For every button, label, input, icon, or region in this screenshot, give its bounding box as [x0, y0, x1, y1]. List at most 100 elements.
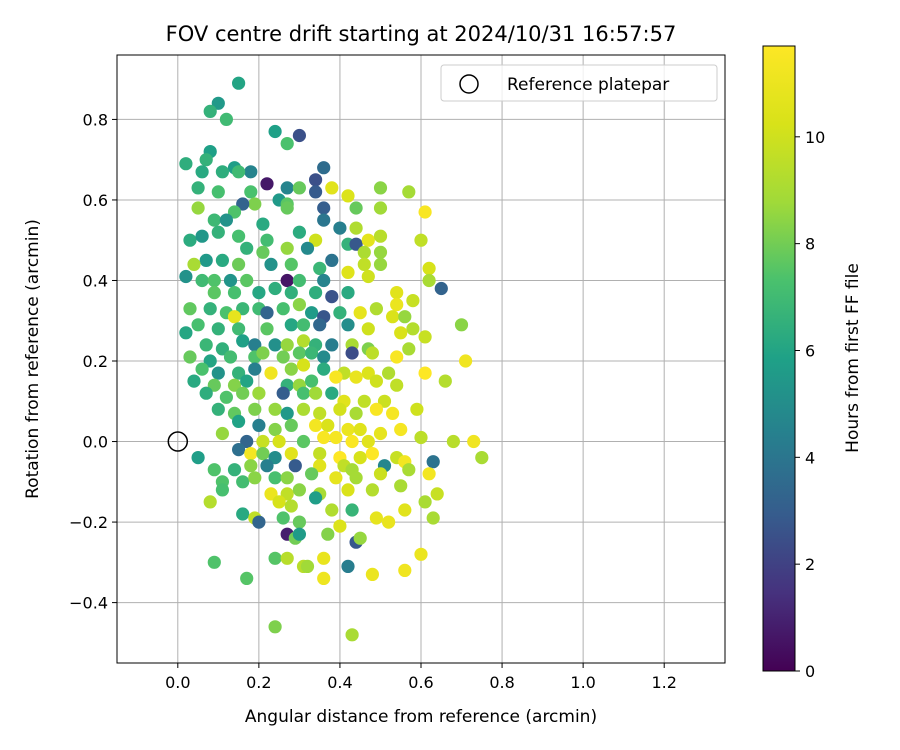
data-point — [426, 455, 440, 469]
data-point — [325, 181, 339, 195]
x-tick-label: 0.6 — [408, 673, 433, 692]
data-point — [240, 241, 254, 255]
data-point — [341, 189, 355, 203]
data-point — [252, 515, 266, 529]
data-point — [373, 426, 388, 441]
data-point — [207, 378, 221, 392]
data-point — [256, 217, 270, 231]
x-axis-ticks: 0.0 0.2 0.4 0.6 0.8 1.0 1.2 — [165, 663, 677, 692]
y-tick-label: 0.8 — [83, 110, 108, 129]
data-point — [272, 434, 286, 449]
y-tick-label: 0.6 — [83, 191, 108, 210]
data-point — [361, 269, 375, 284]
data-point — [236, 475, 250, 489]
y-tick-label: −0.4 — [69, 594, 108, 613]
data-point — [382, 366, 396, 380]
data-point — [284, 318, 298, 332]
legend-marker — [459, 74, 479, 94]
data-point — [276, 350, 290, 364]
data-point — [410, 402, 424, 416]
data-point — [183, 302, 197, 316]
data-point — [467, 434, 481, 449]
data-point — [365, 483, 379, 497]
data-point — [280, 406, 294, 420]
data-point — [211, 225, 225, 239]
data-point — [268, 338, 282, 352]
data-point — [207, 213, 221, 227]
colorbar-tick-label: 6 — [805, 341, 815, 360]
data-point — [207, 463, 221, 477]
data-point — [179, 269, 193, 284]
data-point — [333, 519, 347, 533]
data-point — [333, 306, 347, 320]
data-point — [369, 374, 383, 388]
data-point — [199, 253, 213, 267]
reference-platepar-point — [167, 431, 189, 452]
data-point — [357, 394, 371, 408]
data-point — [317, 161, 331, 175]
data-point — [268, 471, 282, 485]
data-point — [390, 378, 404, 392]
data-point — [187, 257, 201, 271]
data-point — [280, 201, 294, 215]
data-point — [203, 104, 217, 118]
data-point — [260, 459, 274, 473]
data-point — [361, 233, 375, 247]
data-point — [402, 185, 416, 199]
data-point — [195, 362, 209, 376]
data-point — [292, 483, 306, 497]
data-point — [454, 318, 469, 332]
data-point — [406, 294, 420, 308]
data-point — [300, 559, 315, 574]
data-point — [422, 261, 436, 275]
data-point — [191, 318, 205, 332]
data-point — [390, 350, 404, 364]
data-point — [272, 495, 286, 509]
data-point — [284, 362, 298, 376]
data-point — [284, 499, 298, 513]
data-point — [219, 213, 233, 227]
data-point — [215, 483, 229, 497]
data-point — [276, 511, 290, 525]
data-point — [365, 447, 379, 461]
data-point — [240, 273, 254, 288]
colorbar: 0 2 4 6 8 10 Hours from first FF file — [762, 45, 863, 681]
data-point — [280, 181, 294, 195]
data-points — [179, 76, 489, 642]
data-point — [195, 273, 209, 288]
legend-box — [440, 64, 718, 102]
data-point — [232, 443, 246, 457]
data-point — [402, 342, 416, 356]
data-point — [305, 346, 319, 360]
data-point — [373, 181, 388, 195]
data-point — [317, 551, 331, 565]
data-point — [349, 201, 363, 215]
data-point — [349, 471, 363, 485]
data-point — [418, 366, 432, 380]
y-tick-label: 0.0 — [83, 433, 108, 452]
data-point — [203, 354, 217, 368]
data-point — [317, 201, 331, 215]
data-point — [349, 237, 363, 251]
data-point — [373, 229, 388, 243]
data-point — [179, 326, 193, 340]
data-point — [434, 281, 448, 296]
data-point — [406, 322, 420, 336]
data-point — [211, 96, 225, 110]
data-point — [361, 434, 375, 449]
data-point — [309, 233, 323, 247]
data-point — [215, 165, 229, 179]
data-point — [280, 241, 294, 255]
data-point — [280, 137, 294, 151]
data-point — [325, 290, 339, 304]
y-axis-label: Rotation from reference (arcmin) — [23, 219, 43, 499]
data-point — [260, 322, 274, 336]
data-point — [357, 245, 371, 259]
data-point — [296, 434, 311, 449]
data-point — [264, 366, 278, 380]
data-point — [398, 563, 412, 578]
data-point — [276, 302, 290, 316]
data-point — [183, 350, 197, 364]
data-point — [191, 181, 205, 195]
data-point — [317, 571, 331, 586]
